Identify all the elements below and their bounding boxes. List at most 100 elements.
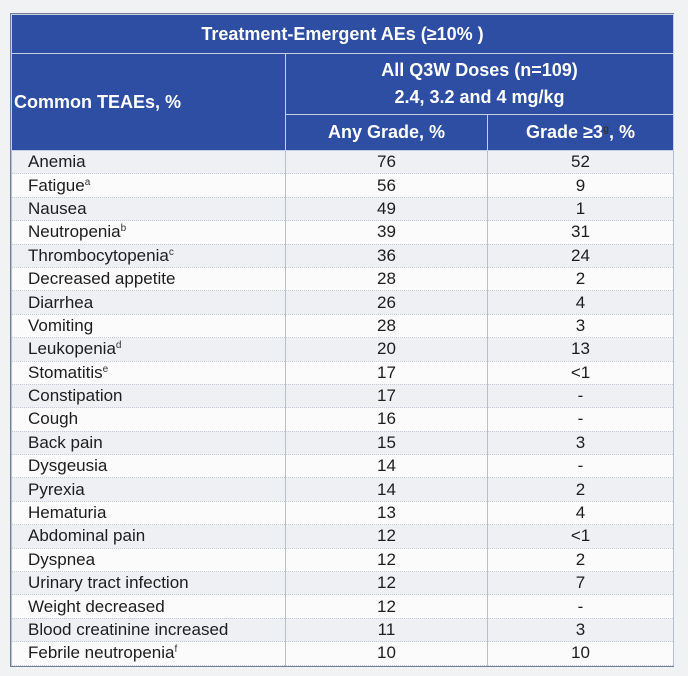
grade-3-value: 2 <box>486 547 675 573</box>
dose-group-header: All Q3W Doses (n=109) 2.4, 3.2 and 4 mg/… <box>284 53 675 115</box>
table-row: Diarrhea 26 4 <box>11 290 675 315</box>
table-row: Dyspnea 12 2 <box>11 547 675 573</box>
ae-term-text: Stomatitis <box>28 362 103 382</box>
grade-3-value: 3 <box>486 430 675 456</box>
ae-term: Constipation <box>11 383 286 409</box>
grade-3-value: 24 <box>486 243 675 268</box>
ae-term-text: Dyspnea <box>28 549 96 569</box>
ae-term: Diarrhea <box>11 290 286 315</box>
ae-term: Neutropeniab <box>11 220 286 245</box>
table-row: Cough 16- <box>11 407 675 432</box>
grade-3-value: 10 <box>486 641 675 666</box>
any-grade-value: 36 <box>285 243 488 268</box>
grade-3-value: 2 <box>486 266 675 292</box>
any-grade-value: 10 <box>285 641 488 666</box>
grade-3-value: 4 <box>486 290 675 315</box>
table-row: Weight decreased 12- <box>11 594 675 619</box>
teae-table-frame: Treatment-Emergent AEs (≥10% ) Common TE… <box>10 13 675 667</box>
ae-term: Weight decreased <box>11 594 286 619</box>
grade-3-value: - <box>486 594 675 619</box>
ae-term: Dyspnea <box>11 547 286 573</box>
row-header-common-teaes: Common TEAEs, % <box>11 53 286 151</box>
table-row: Stomatitise 17 <1 <box>11 360 675 385</box>
any-grade-value: 56 <box>285 173 488 198</box>
table-row: Febrile neutropeniaf 10 10 <box>11 641 675 666</box>
table-row: Dysgeusia 14- <box>11 454 675 479</box>
grade-3-value: <1 <box>486 524 675 549</box>
grade-3-value: 7 <box>486 571 675 596</box>
table-row: Nausea 49 1 <box>11 196 675 222</box>
ae-term: Nausea <box>11 196 286 222</box>
grade-3-value: - <box>486 407 675 432</box>
footnote-marker: c <box>168 246 174 258</box>
any-grade-value: 12 <box>285 594 488 619</box>
table-row: Decreased appetite 28 2 <box>11 266 675 292</box>
any-grade-value: 20 <box>285 337 488 362</box>
any-grade-value: 12 <box>285 524 488 549</box>
grade-3-label: Grade ≥3 <box>525 122 603 142</box>
grade-3-value: 9 <box>486 173 675 198</box>
ae-term: Decreased appetite <box>11 266 286 292</box>
table-row: Anemia 76 52 <box>11 149 675 175</box>
any-grade-value: 12 <box>285 571 488 596</box>
grade-3-value: <1 <box>486 360 675 385</box>
ae-term-text: Dysgeusia <box>28 456 108 476</box>
table-row: Constipation 17- <box>11 383 675 409</box>
grade-3-value: 13 <box>486 337 675 362</box>
any-grade-value: 14 <box>285 454 488 479</box>
ae-term: Vomiting <box>11 313 286 339</box>
ae-term: Fatiguea <box>11 173 286 198</box>
table-row: Leukopeniad 20 13 <box>11 337 675 362</box>
ae-term: Febrile neutropeniaf <box>11 641 286 666</box>
table-row: Thrombocytopeniac 36 24 <box>11 243 675 268</box>
any-grade-value: 17 <box>285 383 488 409</box>
grade-3-value: 3 <box>486 313 675 339</box>
footnote-marker: e <box>102 363 109 375</box>
ae-term: Abdominal pain <box>11 524 286 549</box>
table-row: Back pain 15 3 <box>11 430 675 456</box>
ae-term: Back pain <box>11 430 286 456</box>
ae-term-text: Decreased appetite <box>28 269 176 289</box>
ae-term-text: Back pain <box>28 432 103 452</box>
table-row: Abdominal pain 12 <1 <box>11 524 675 549</box>
grade-3-value: 52 <box>486 149 675 175</box>
any-grade-value: 28 <box>285 266 488 292</box>
ae-term: Leukopeniad <box>11 337 286 362</box>
ae-term-text: Febrile neutropenia <box>28 643 175 663</box>
table-row: Vomiting 28 3 <box>11 313 675 339</box>
ae-term: Dysgeusia <box>11 454 286 479</box>
table-row: Pyrexia 14 2 <box>11 477 675 502</box>
ae-term-text: Nausea <box>28 198 87 218</box>
any-grade-value: 39 <box>285 220 488 245</box>
any-grade-value: 13 <box>285 500 488 526</box>
any-grade-value: 16 <box>285 407 488 432</box>
ae-term-text: Cough <box>28 409 79 429</box>
any-grade-value: 14 <box>285 477 488 502</box>
grade-3-value: 31 <box>486 220 675 245</box>
grade-3-value: 3 <box>486 617 675 643</box>
ae-term: Stomatitise <box>11 360 286 385</box>
table-row: Hematuria 13 4 <box>11 500 675 526</box>
ae-term-text: Pyrexia <box>28 479 85 499</box>
column-header-grade-3: Grade ≥3g, % <box>486 114 675 151</box>
grade-3-footnote: g <box>602 124 610 135</box>
any-grade-value: 12 <box>285 547 488 573</box>
ae-term: Pyrexia <box>11 477 286 502</box>
ae-term-text: Weight decreased <box>28 596 165 616</box>
table-row: Blood creatinine increased 11 3 <box>11 617 675 643</box>
dose-group-line-2: 2.4, 3.2 and 4 mg/kg <box>394 87 565 107</box>
footnote-marker: b <box>120 223 127 235</box>
any-grade-value: 76 <box>285 149 488 175</box>
ae-term-text: Thrombocytopenia <box>28 245 169 265</box>
grade-3-suffix: , % <box>609 122 636 142</box>
any-grade-value: 11 <box>285 617 488 643</box>
table-row: Urinary tract infection 12 7 <box>11 571 675 596</box>
ae-term-text: Abdominal pain <box>28 526 146 546</box>
ae-term: Hematuria <box>11 500 286 526</box>
ae-term-text: Vomiting <box>28 315 94 335</box>
footnote-marker: a <box>84 176 91 188</box>
footnote-marker: f <box>174 644 178 656</box>
ae-term-text: Blood creatinine increased <box>28 620 229 639</box>
any-grade-value: 17 <box>285 360 488 385</box>
ae-term-text: Fatigue <box>28 175 85 195</box>
